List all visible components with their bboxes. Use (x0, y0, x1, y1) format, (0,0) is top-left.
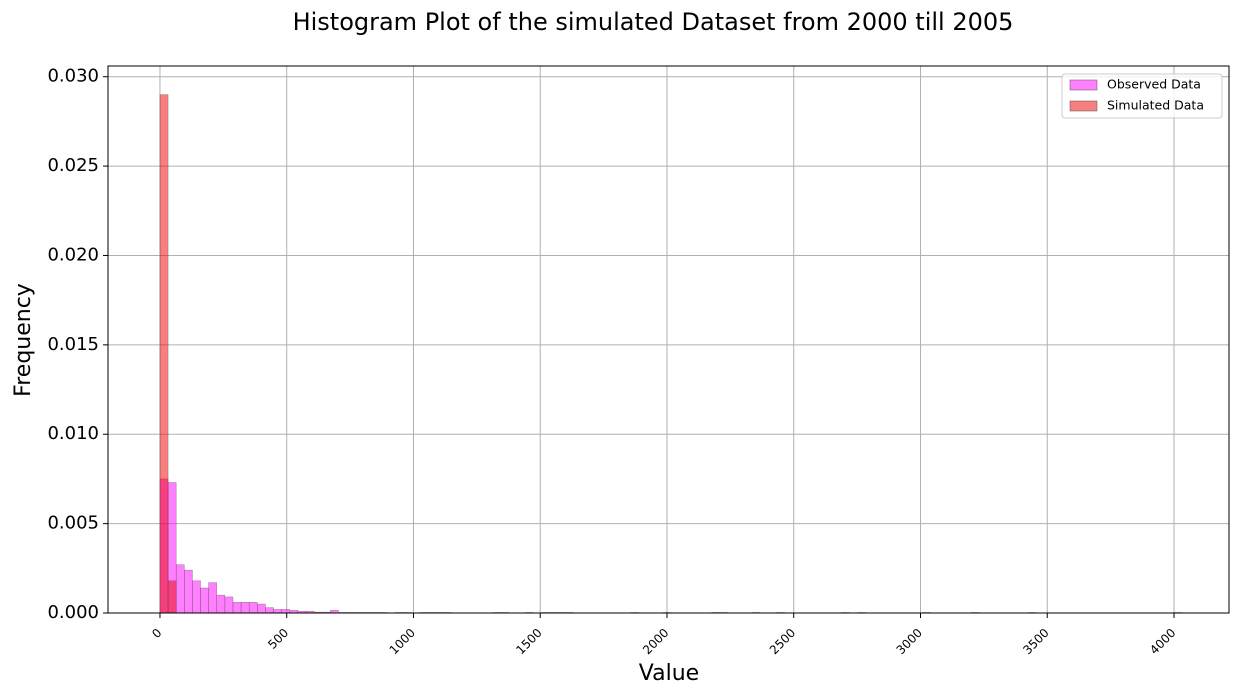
legend-swatch (1069, 100, 1098, 112)
x-tick-label: 4000 (1147, 626, 1178, 657)
x-tick-label: 1000 (387, 626, 418, 657)
bar (184, 569, 193, 614)
bar (281, 609, 291, 614)
x-tick-label: 2500 (767, 626, 798, 657)
bar (216, 594, 226, 614)
x-tick-label: 2000 (640, 626, 671, 657)
y-tick-label: 0.025 (47, 155, 99, 176)
bar (273, 609, 282, 614)
y-tick-label: 0.020 (47, 244, 99, 265)
bar (257, 603, 266, 614)
x-axis-label: Value (639, 661, 699, 686)
bar (224, 596, 234, 614)
y-tick-label: 0.015 (47, 334, 99, 355)
y-tick-label: 0.000 (47, 602, 99, 623)
legend-label: Observed Data (1107, 77, 1201, 92)
legend-label: Simulated Data (1107, 98, 1204, 113)
x-tick-label: 500 (265, 626, 291, 652)
plot-frame (107, 65, 1230, 614)
bar (248, 602, 258, 614)
legend-swatch (1069, 79, 1098, 91)
bar (192, 580, 201, 614)
y-tick-label: 0.005 (47, 513, 99, 534)
x-tick-label: 0 (149, 626, 164, 641)
bar (265, 607, 274, 614)
y-tick-label: 0.010 (47, 423, 99, 444)
bar (240, 602, 250, 614)
x-tick-label: 3500 (1020, 626, 1051, 657)
x-tick-label: 1500 (513, 626, 544, 657)
bar (167, 580, 177, 614)
y-axis-label: Frequency (11, 283, 36, 397)
x-tick-label: 3000 (894, 626, 925, 657)
bar (208, 582, 218, 614)
bar (200, 587, 209, 614)
bar (159, 94, 169, 614)
legend-box (1061, 73, 1223, 119)
bar (175, 564, 185, 614)
y-tick-label: 0.030 (47, 66, 99, 87)
bar (232, 602, 242, 614)
chart-title: Histogram Plot of the simulated Dataset … (293, 8, 1014, 36)
